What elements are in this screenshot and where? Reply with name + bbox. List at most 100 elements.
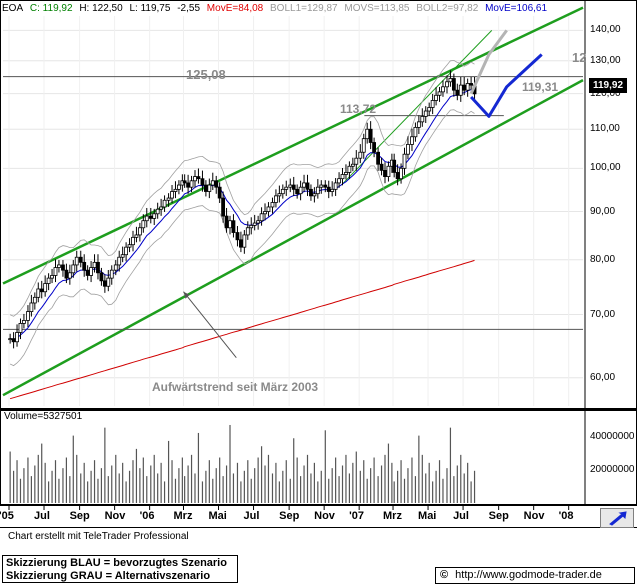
copyright-icon: © — [440, 569, 449, 581]
chart-header: EOA C: 119,92 H: 122,50 L: 119,75 -2,55 … — [2, 2, 551, 16]
preferred-scenario-line — [469, 53, 543, 118]
candle-body — [383, 169, 387, 177]
price-tick-label: 60,00 — [590, 371, 616, 383]
channel-lower-line — [2, 79, 584, 397]
candle-body — [182, 180, 187, 184]
candle-body — [207, 184, 212, 192]
moving-average-long — [9, 259, 475, 400]
candle-body — [82, 261, 87, 271]
candle-body — [159, 206, 164, 210]
candle-body — [295, 188, 300, 195]
header-boll2: BOLL2=97,82 — [416, 3, 479, 14]
candle-body — [11, 338, 16, 343]
candle-body — [78, 256, 83, 263]
candle-body — [189, 180, 194, 188]
candle-body — [427, 107, 432, 112]
time-tick-label: Mai — [208, 510, 227, 522]
header-move106: MovE=106,61 — [485, 3, 548, 14]
candle-body — [242, 234, 247, 248]
candle-body — [152, 213, 157, 219]
chart-navigation-icon[interactable] — [600, 508, 634, 528]
candle-body — [350, 163, 355, 167]
volume-tick-label: 20000000 — [590, 463, 635, 475]
candle-body — [413, 126, 418, 138]
header-close: C: 119,92 — [29, 3, 73, 14]
time-tick-label: Nov — [104, 510, 126, 522]
candle-body — [469, 83, 473, 86]
candle-body — [224, 215, 229, 229]
candle-body — [298, 186, 303, 195]
candle-body — [144, 215, 149, 222]
candle-body — [399, 167, 403, 180]
level-125-label: 125,08 — [186, 67, 226, 82]
candle-body — [252, 222, 257, 226]
candle-body — [120, 254, 125, 258]
candle-body — [64, 269, 69, 279]
candle-body — [166, 197, 171, 201]
candle-body — [274, 195, 278, 203]
candle-body — [39, 288, 44, 293]
candle-body — [177, 184, 181, 190]
candle-body — [36, 288, 41, 298]
candle-body — [239, 239, 243, 248]
candle-body — [344, 172, 348, 175]
candle-body — [109, 269, 114, 279]
candle-body — [32, 296, 37, 304]
candle-body — [256, 220, 261, 224]
candle-body — [402, 153, 407, 169]
horizontal-levels-layer — [3, 76, 583, 330]
header-move84: MovE=84,08 — [206, 3, 264, 14]
time-tick-label: Sep — [488, 510, 509, 522]
time-tick-label: Jul — [453, 510, 469, 522]
candle-body — [451, 78, 456, 91]
candle-body — [134, 234, 139, 238]
candle-body — [26, 311, 30, 321]
candle-body — [124, 246, 129, 256]
candle-body — [57, 264, 61, 268]
candle-body — [74, 256, 79, 266]
candle-body — [92, 261, 97, 268]
candle-body — [61, 264, 65, 271]
candle-body — [437, 91, 442, 96]
header-low: L: 119,75 — [129, 3, 171, 14]
candle-body — [263, 211, 267, 215]
level-119-label: 119,31 — [522, 80, 559, 94]
price-tick-label: 140,00 — [590, 24, 621, 36]
candle-body — [458, 84, 463, 96]
trend-arrow-head — [183, 291, 190, 299]
candle-body — [50, 275, 54, 279]
time-tick-label: Sep — [279, 510, 300, 522]
candle-body — [210, 180, 215, 186]
steep-support-line — [341, 30, 493, 186]
candle-body — [323, 184, 328, 188]
candle-body — [155, 208, 160, 215]
candle-body — [99, 272, 104, 282]
candle-body — [102, 280, 107, 287]
candle-body — [137, 227, 142, 236]
candle-body — [410, 136, 414, 145]
candle-body — [249, 225, 254, 229]
header-high: H: 122,50 — [79, 3, 123, 14]
candle-body — [71, 264, 76, 274]
candle-body — [358, 151, 363, 159]
website-url: http://www.godmode-trader.de — [455, 569, 602, 581]
header-boll1: BOLL1=129,87 — [270, 3, 338, 14]
candle-body — [203, 184, 208, 192]
candle-body — [288, 184, 293, 188]
trend-arrow-line — [183, 291, 237, 359]
candle-body — [217, 186, 222, 199]
candle-body — [347, 165, 352, 173]
band — [9, 59, 475, 317]
price-tick-label: 80,00 — [590, 253, 616, 265]
time-tick-label: Nov — [314, 510, 335, 522]
scenario-layer — [469, 29, 543, 118]
candle-body — [372, 142, 376, 153]
candle-body — [280, 188, 285, 195]
candle-body — [326, 186, 331, 192]
candle-body — [200, 178, 205, 186]
candle-body — [319, 184, 324, 188]
price-tick-label: 70,00 — [590, 308, 616, 320]
website-link[interactable]: © http://www.godmode-trader.de — [435, 567, 635, 584]
candle-body — [330, 188, 335, 192]
time-tick-label: '08 — [558, 510, 574, 522]
